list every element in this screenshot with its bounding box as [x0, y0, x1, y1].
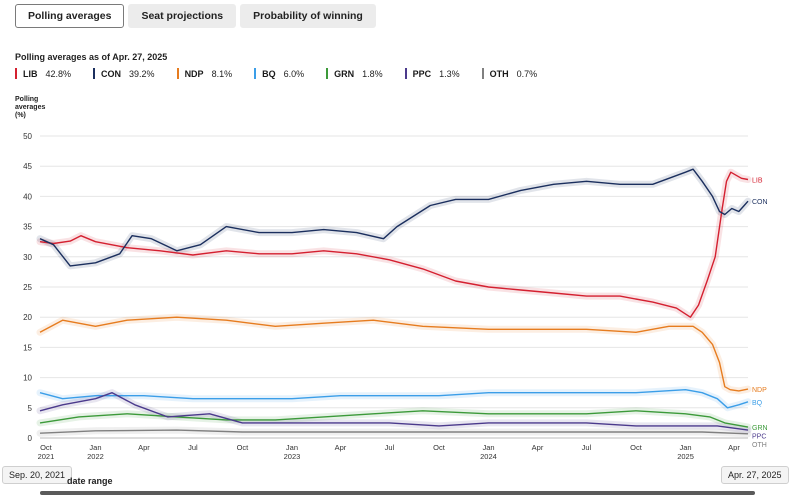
y-tick-label: 50: [23, 132, 32, 141]
legend-value: 8.1%: [211, 68, 233, 79]
y-axis-title: Polling averages (%): [15, 96, 45, 120]
x-tick-label: Oct: [630, 443, 643, 452]
series-line-bq: [39, 389, 749, 409]
series-line-con: [39, 168, 749, 267]
legend-swatch: [15, 68, 17, 79]
legend-swatch: [326, 68, 329, 79]
legend-item-ppc: PPC 1.3%: [404, 68, 460, 79]
legend-value: 1.3%: [439, 68, 460, 79]
view-tabs: Polling averages Seat projections Probab…: [15, 4, 376, 28]
series-line-ppc: [39, 392, 749, 431]
y-tick-label: 5: [28, 404, 33, 413]
series-line-ndp: [39, 316, 749, 392]
x-tick-label: Jan: [679, 443, 691, 452]
legend-swatch: [254, 68, 257, 79]
y-tick-label: 0: [28, 434, 33, 443]
y-tick-label: 10: [23, 374, 32, 383]
tab-polling-averages[interactable]: Polling averages: [15, 4, 125, 28]
x-tick-label: Jul: [385, 443, 395, 452]
legend-name: PPC: [412, 68, 432, 79]
legend-name: NDP: [184, 68, 204, 79]
x-tick-label: Oct: [40, 443, 53, 452]
series-band-lib: [36, 168, 752, 321]
series-band-ndp: [36, 313, 752, 395]
x-tick-label: Jan: [482, 443, 494, 452]
x-tick-label: Jan: [286, 443, 298, 452]
y-axis-title-line: (%): [15, 112, 26, 119]
date-range-control: Sep. 20, 2021 date range Apr. 27, 2025: [0, 466, 800, 495]
date-range-label: date range: [67, 476, 113, 486]
legend-value: 39.2%: [129, 68, 155, 79]
legend-item-lib: LIB 42.8%: [15, 68, 71, 79]
tab-probability-of-winning[interactable]: Probability of winning: [240, 4, 376, 28]
legend: LIB 42.8% CON 39.2% NDP 8.1% BQ 6.0% GRN 1.8%…: [15, 68, 559, 79]
tab-seat-projections[interactable]: Seat projections: [128, 4, 237, 28]
x-tick-label: Jul: [582, 443, 592, 452]
series-line-grn: [39, 410, 749, 428]
x-tick-label: Apr: [532, 443, 544, 452]
y-tick-label: 40: [23, 192, 32, 201]
x-tick-label: 2022: [87, 452, 104, 461]
y-tick-label: 35: [23, 223, 32, 232]
x-tick-label: Oct: [237, 443, 250, 452]
x-tick-label: Oct: [433, 443, 446, 452]
date-range-slider[interactable]: [40, 491, 755, 495]
x-tick-label: Jul: [188, 443, 198, 452]
legend-value: 42.8%: [45, 68, 72, 79]
series-end-label: NDP: [752, 387, 767, 394]
range-start-date[interactable]: Sep. 20, 2021: [2, 466, 73, 484]
y-tick-label: 20: [23, 313, 32, 322]
x-tick-label: Apr: [728, 443, 740, 452]
series-end-label: OTH: [752, 442, 767, 449]
legend-item-bq: BQ 6.0%: [254, 68, 304, 79]
x-tick-label: Apr: [138, 443, 150, 452]
y-axis-title-line: Polling: [15, 96, 39, 103]
y-tick-label: 15: [23, 343, 32, 352]
legend-swatch: [93, 68, 96, 79]
legend-name: CON: [101, 68, 122, 79]
legend-name: BQ: [262, 68, 276, 79]
legend-item-con: CON 39.2%: [93, 68, 155, 79]
x-tick-label: 2021: [38, 452, 55, 461]
y-tick-label: 30: [23, 253, 32, 262]
legend-swatch: [176, 68, 179, 79]
x-tick-label: Apr: [335, 443, 347, 452]
legend-name: GRN: [334, 68, 355, 79]
x-tick-label: 2025: [677, 452, 694, 461]
series-end-label: PPC: [752, 434, 766, 441]
legend-item-oth: OTH 0.7%: [481, 68, 538, 79]
legend-swatch: [404, 68, 407, 79]
x-tick-label: Jan: [89, 443, 101, 452]
legend-item-grn: GRN 1.8%: [326, 68, 383, 79]
range-end-date[interactable]: Apr. 27, 2025: [721, 466, 789, 484]
series-line-lib: [39, 171, 749, 318]
x-tick-label: 2024: [480, 452, 497, 461]
series-end-label: BQ: [752, 400, 763, 407]
y-tick-label: 25: [23, 283, 32, 292]
series-line-oth: [39, 429, 749, 435]
legend-swatch: [481, 68, 484, 79]
legend-value: 0.7%: [516, 68, 538, 79]
legend-value: 1.8%: [362, 68, 383, 79]
series-end-label: GRN: [752, 425, 768, 432]
legend-value: 6.0%: [283, 68, 305, 79]
y-tick-label: 45: [23, 162, 32, 171]
legend-name: OTH: [489, 68, 509, 79]
legend-name: LIB: [23, 68, 38, 79]
series-end-label: CON: [752, 199, 768, 206]
series-end-label: LIB: [752, 177, 763, 184]
x-tick-label: 2023: [284, 452, 301, 461]
as-of-heading: Polling averages as of Apr. 27, 2025: [15, 52, 168, 62]
legend-item-ndp: NDP 8.1%: [176, 68, 233, 79]
y-axis-title-line: averages: [15, 104, 46, 111]
